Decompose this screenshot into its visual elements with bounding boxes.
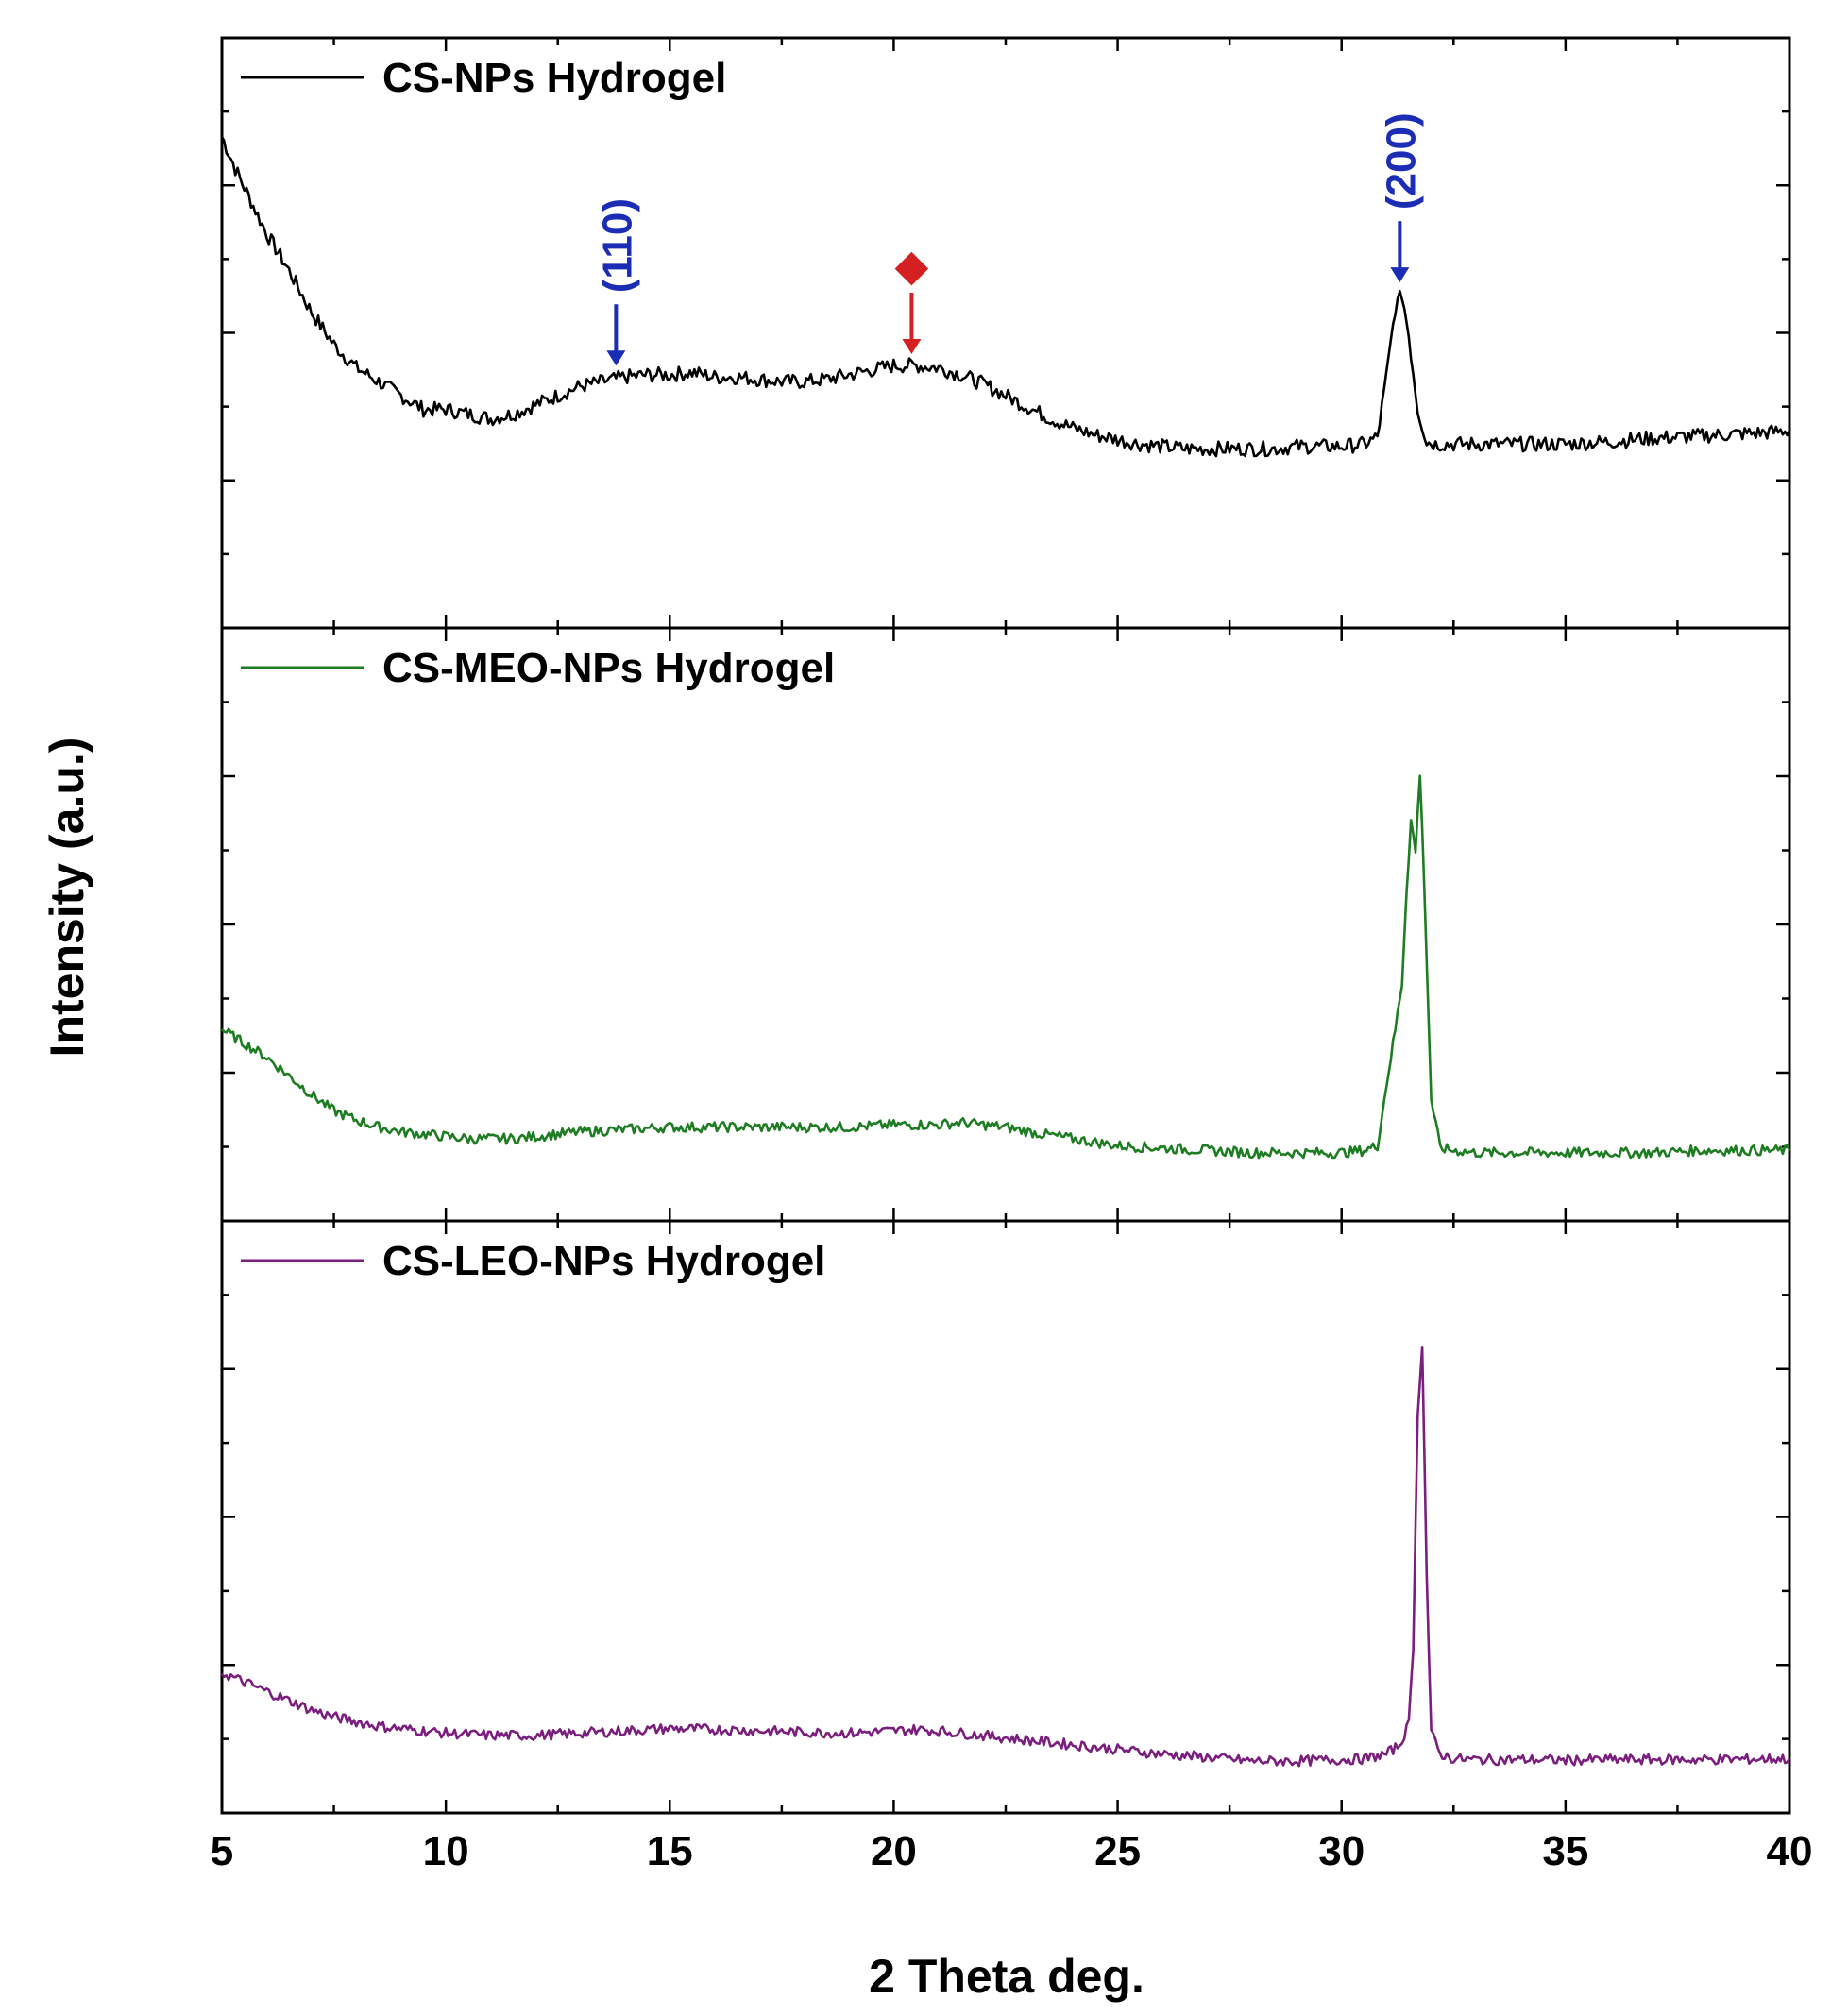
legend-group: CS-NPs Hydrogel CS-MEO-NPs Hydrogel CS-LEO… <box>241 55 835 1284</box>
annotation-label-1: (200) <box>1378 112 1424 210</box>
annotation-arrowhead-1 <box>1390 267 1410 283</box>
annotation-arrowhead-2 <box>902 339 922 355</box>
legend-label-0: CS-NPs Hydrogel <box>382 55 726 101</box>
annotation-arrowhead-0 <box>606 350 626 366</box>
panel-frame-0 <box>220 36 1791 630</box>
x-tick-label: 30 <box>1318 1828 1365 1874</box>
x-tick-label: 35 <box>1542 1828 1588 1874</box>
legend-label-1: CS-MEO-NPs Hydrogel <box>382 645 835 691</box>
x-axis-label: 2 Theta deg. <box>869 1950 1144 2003</box>
x-tick-label: 25 <box>1094 1828 1141 1874</box>
series-line-2 <box>220 1346 1791 1768</box>
x-tick-label: 40 <box>1767 1828 1813 1874</box>
panel-frame-1 <box>220 626 1791 1223</box>
x-tick-label: 20 <box>871 1828 917 1874</box>
x-tick-label: 5 <box>211 1828 233 1874</box>
series-line-1 <box>221 774 1791 1160</box>
legend-label-2: CS-LEO-NPs Hydrogel <box>382 1238 825 1284</box>
y-axis-label: Intensity (a.u.) <box>41 737 93 1058</box>
x-tick-label: 10 <box>423 1828 469 1874</box>
panel-frame-2 <box>220 1219 1791 1815</box>
x-tick-label: 15 <box>647 1828 693 1874</box>
annotation-diamond-marker: ◆ <box>894 243 928 289</box>
annotation-group: (110) (200) ◆ <box>594 112 1424 366</box>
panel-frames <box>220 36 1791 1815</box>
x-tick-labels: 5 10 15 20 25 30 35 40 <box>211 1828 1813 1874</box>
series-group <box>220 136 1791 1768</box>
series-line-0 <box>220 136 1791 458</box>
tick-marks <box>220 38 1791 1813</box>
annotation-label-0: (110) <box>594 198 640 293</box>
